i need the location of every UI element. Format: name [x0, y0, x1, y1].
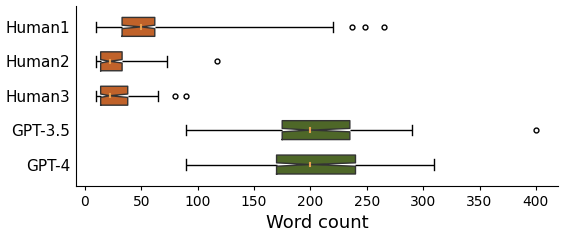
Polygon shape: [122, 17, 155, 36]
Polygon shape: [276, 155, 355, 174]
X-axis label: Word count: Word count: [266, 214, 368, 233]
Polygon shape: [282, 121, 350, 139]
Polygon shape: [100, 52, 122, 71]
Polygon shape: [100, 86, 127, 105]
